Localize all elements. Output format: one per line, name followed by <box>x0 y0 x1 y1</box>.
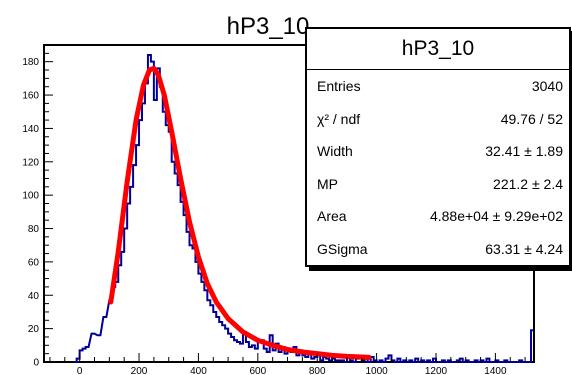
y-tick-label: 160 <box>22 91 39 102</box>
stats-value: 221.2 ± 2.4 <box>493 175 563 192</box>
stats-key: Entries <box>317 78 361 94</box>
stats-row: χ² / ndf 49.76 / 52 <box>307 103 569 136</box>
x-tick-label: 600 <box>249 366 266 375</box>
x-axis-ticks: 0 200 400 600 800 1000 1200 1400 <box>49 353 526 375</box>
x-tick-label: 0 <box>77 366 83 375</box>
stats-value: 63.31 ± 4.24 <box>485 240 563 257</box>
y-tick-label: 20 <box>28 324 40 335</box>
stats-row: Area 4.88e+04 ± 9.29e+02 <box>307 200 569 233</box>
stats-key: Area <box>317 208 347 224</box>
y-axis-ticks: 0 20 40 60 80 100 120 140 160 180 <box>22 52 53 369</box>
x-tick-label: 400 <box>190 366 207 375</box>
y-tick-label: 100 <box>22 191 39 202</box>
stats-box: hP3_10 Entries 3040 χ² / ndf 49.76 / 52 Widt… <box>305 27 571 267</box>
stats-row: Width 32.41 ± 1.89 <box>307 135 569 168</box>
stats-row: Entries 3040 <box>307 70 569 103</box>
y-tick-label: 140 <box>22 124 39 135</box>
x-tick-label: 200 <box>131 366 148 375</box>
stats-row: MP 221.2 ± 2.4 <box>307 168 569 201</box>
x-tick-label: 1200 <box>425 366 448 375</box>
y-tick-label: 80 <box>28 224 40 235</box>
stats-value: 3040 <box>531 78 563 94</box>
stats-value: 4.88e+04 ± 9.29e+02 <box>429 208 563 224</box>
y-tick-label: 0 <box>33 358 39 369</box>
x-tick-label: 1400 <box>484 366 507 375</box>
x-tick-label: 1000 <box>365 366 388 375</box>
stats-key: Width <box>317 143 353 159</box>
fit-curve <box>108 65 372 360</box>
stats-box-title: hP3_10 <box>307 29 569 70</box>
stats-value: 32.41 ± 1.89 <box>485 143 563 159</box>
stats-key: χ² / ndf <box>317 110 361 127</box>
stats-key: MP <box>317 175 338 192</box>
y-tick-label: 40 <box>28 291 40 302</box>
stats-value: 49.76 / 52 <box>500 110 563 127</box>
y-tick-label: 60 <box>28 257 40 268</box>
y-tick-label: 180 <box>22 57 39 68</box>
y-tick-label: 120 <box>22 157 39 168</box>
chart-title: hP3_10 <box>227 13 310 40</box>
stats-key: GSigma <box>317 240 368 257</box>
x-tick-label: 800 <box>309 366 326 375</box>
stats-row: GSigma 63.31 ± 4.24 <box>307 233 569 266</box>
fit-curve-series <box>108 65 372 360</box>
stats-rows: Entries 3040 χ² / ndf 49.76 / 52 Width 32.41 … <box>307 70 569 265</box>
